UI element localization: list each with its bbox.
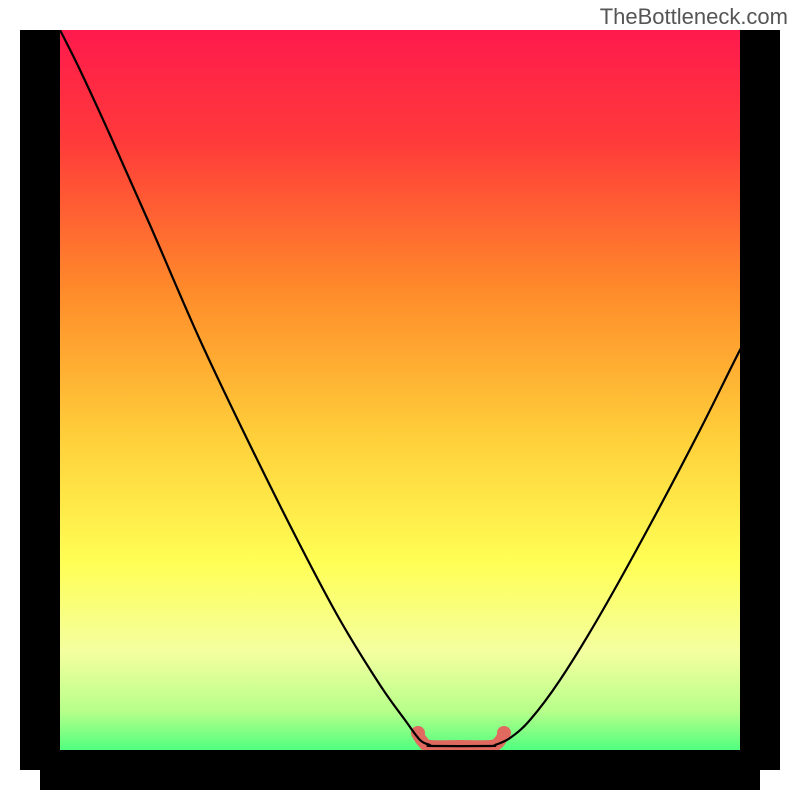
bottleneck-curve-chart — [0, 0, 800, 800]
gradient-background — [40, 30, 760, 770]
source-watermark: TheBottleneck.com — [600, 4, 788, 30]
chart-canvas: TheBottleneck.com — [0, 0, 800, 800]
